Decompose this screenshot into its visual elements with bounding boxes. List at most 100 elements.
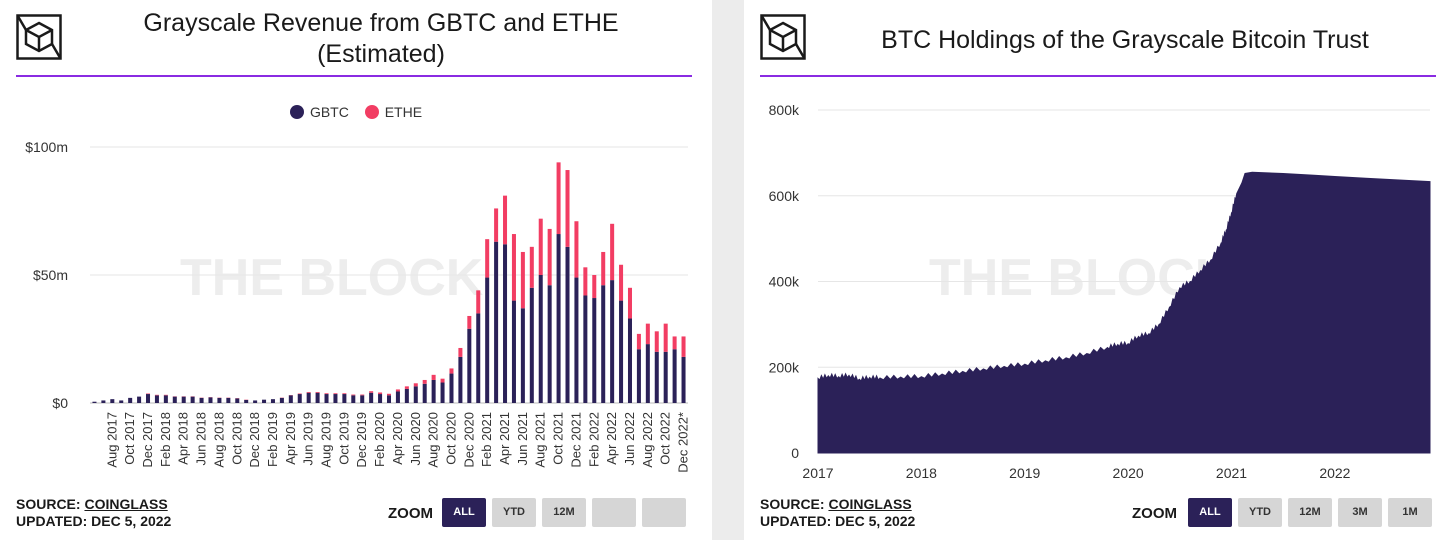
x-tick-label: 2022 — [1319, 465, 1350, 481]
x-tick-label: 2021 — [1216, 465, 1247, 481]
ethe-bar — [681, 336, 686, 357]
y-tick-label: 200k — [769, 359, 800, 375]
ethe-bar — [583, 267, 588, 296]
gbtc-bar — [360, 395, 365, 403]
ethe-bar — [636, 333, 641, 350]
gbtc-bar — [529, 287, 534, 403]
gbtc-bar — [422, 383, 427, 403]
x-tick-label: Aug 2021 — [533, 412, 548, 468]
gbtc-bar — [458, 356, 463, 403]
zoom-1m-button[interactable]: 1M — [1388, 498, 1432, 527]
zoom-12m-button[interactable]: 12M — [542, 498, 586, 527]
x-tick-label: Jun 2020 — [408, 412, 423, 466]
gbtc-bar — [619, 300, 624, 403]
ethe-bar — [315, 391, 320, 393]
gbtc-bar — [217, 397, 222, 403]
gbtc-bar — [654, 351, 659, 403]
gbtc-bar — [645, 344, 650, 403]
title-divider — [16, 75, 692, 77]
revenue-title-line1: Grayscale Revenue from GBTC and ETHE — [143, 9, 619, 37]
x-tick-label: Apr 2022 — [604, 412, 619, 465]
ethe-bar — [351, 394, 356, 396]
gbtc-bar — [324, 394, 329, 403]
gbtc-bar — [538, 275, 543, 403]
gbtc-bar — [681, 356, 686, 403]
legend-label-ethe: ETHE — [384, 104, 423, 120]
gbtc-bar — [262, 399, 267, 403]
gbtc-bar — [342, 394, 347, 403]
legend-item-gbtc[interactable]: GBTC — [289, 104, 349, 120]
gbtc-bar — [110, 399, 115, 403]
ethe-bar — [431, 374, 436, 380]
x-tick-label: Oct 2018 — [229, 412, 244, 465]
zoom-12m-button[interactable]: 12M — [1288, 498, 1332, 527]
ethe-bar — [333, 393, 338, 395]
legend-label-gbtc: GBTC — [309, 104, 349, 120]
x-tick-label: Aug 2019 — [319, 412, 334, 468]
gbtc-bar — [601, 285, 606, 403]
gbtc-bar — [369, 392, 374, 403]
ethe-bar — [601, 251, 606, 286]
revenue-legend: GBTC ETHE — [0, 104, 712, 120]
gbtc-bar — [511, 300, 516, 403]
gbtc-bar — [190, 396, 195, 403]
gbtc-bar — [297, 394, 302, 403]
zoom-all-button[interactable]: ALL — [442, 498, 486, 527]
ethe-bar — [520, 251, 525, 309]
gbtc-bar — [101, 400, 106, 403]
zoom-ytd-button[interactable]: YTD — [492, 498, 536, 527]
gbtc-bar — [92, 401, 97, 403]
zoom-label: ZOOM — [1132, 505, 1177, 522]
x-tick-label: 2020 — [1113, 465, 1144, 481]
gbtc-bar — [556, 234, 561, 403]
updated-label: UPDATED: DEC 5, 2022 — [760, 513, 916, 529]
gbtc-bar — [503, 244, 508, 403]
gbtc-bar — [431, 379, 436, 403]
ethe-bar — [422, 379, 427, 384]
gbtc-bar — [128, 397, 133, 403]
ethe-bar — [645, 323, 650, 345]
ethe-bar — [538, 218, 543, 275]
gbtc-bar — [235, 398, 240, 403]
ethe-bar — [342, 393, 347, 395]
source-label: SOURCE: — [760, 496, 829, 512]
legend-item-ethe[interactable]: ETHE — [364, 104, 423, 120]
x-tick-label: Dec 2018 — [247, 412, 262, 468]
ethe-bar — [306, 391, 311, 393]
zoom-all-button[interactable]: ALL — [1188, 498, 1232, 527]
ethe-bar — [485, 239, 490, 278]
x-tick-label: Aug 2022 — [640, 412, 655, 468]
gbtc-bar — [306, 392, 311, 403]
revenue-title-line2: (Estimated) — [317, 40, 445, 68]
gbtc-bar — [199, 397, 204, 403]
ethe-bar — [440, 378, 445, 383]
x-tick-label: Dec 2019 — [354, 412, 369, 468]
zoom-3m-button[interactable]: 3M — [1338, 498, 1382, 527]
gbtc-bar — [565, 246, 570, 403]
x-tick-label: Dec 2021 — [568, 412, 583, 468]
x-tick-label: Oct 2019 — [336, 412, 351, 465]
y-tick-label: 0 — [791, 445, 799, 461]
ethe-bar — [395, 389, 400, 392]
ethe-bar — [565, 170, 570, 247]
zoom-blank-button-2[interactable] — [642, 498, 686, 527]
gbtc-bar — [315, 392, 320, 403]
zoom-blank-button-1[interactable] — [592, 498, 636, 527]
source-link[interactable]: COINGLASS — [84, 496, 168, 512]
ethe-bar — [654, 331, 659, 352]
source-link[interactable]: COINGLASS — [828, 496, 912, 512]
gbtc-bar — [181, 396, 186, 403]
ethe-bar — [404, 386, 409, 389]
gbtc-bar — [244, 399, 249, 403]
ethe-bar — [378, 392, 383, 395]
y-tick-label: 400k — [769, 274, 800, 290]
y-tick-label: $100m — [25, 139, 68, 155]
zoom-ytd-button[interactable]: YTD — [1238, 498, 1282, 527]
gbtc-bar — [288, 395, 293, 403]
ethe-bar — [663, 323, 668, 352]
gbtc-bar — [333, 394, 338, 403]
gbtc-bar — [574, 277, 579, 403]
gbtc-bar — [636, 349, 641, 403]
